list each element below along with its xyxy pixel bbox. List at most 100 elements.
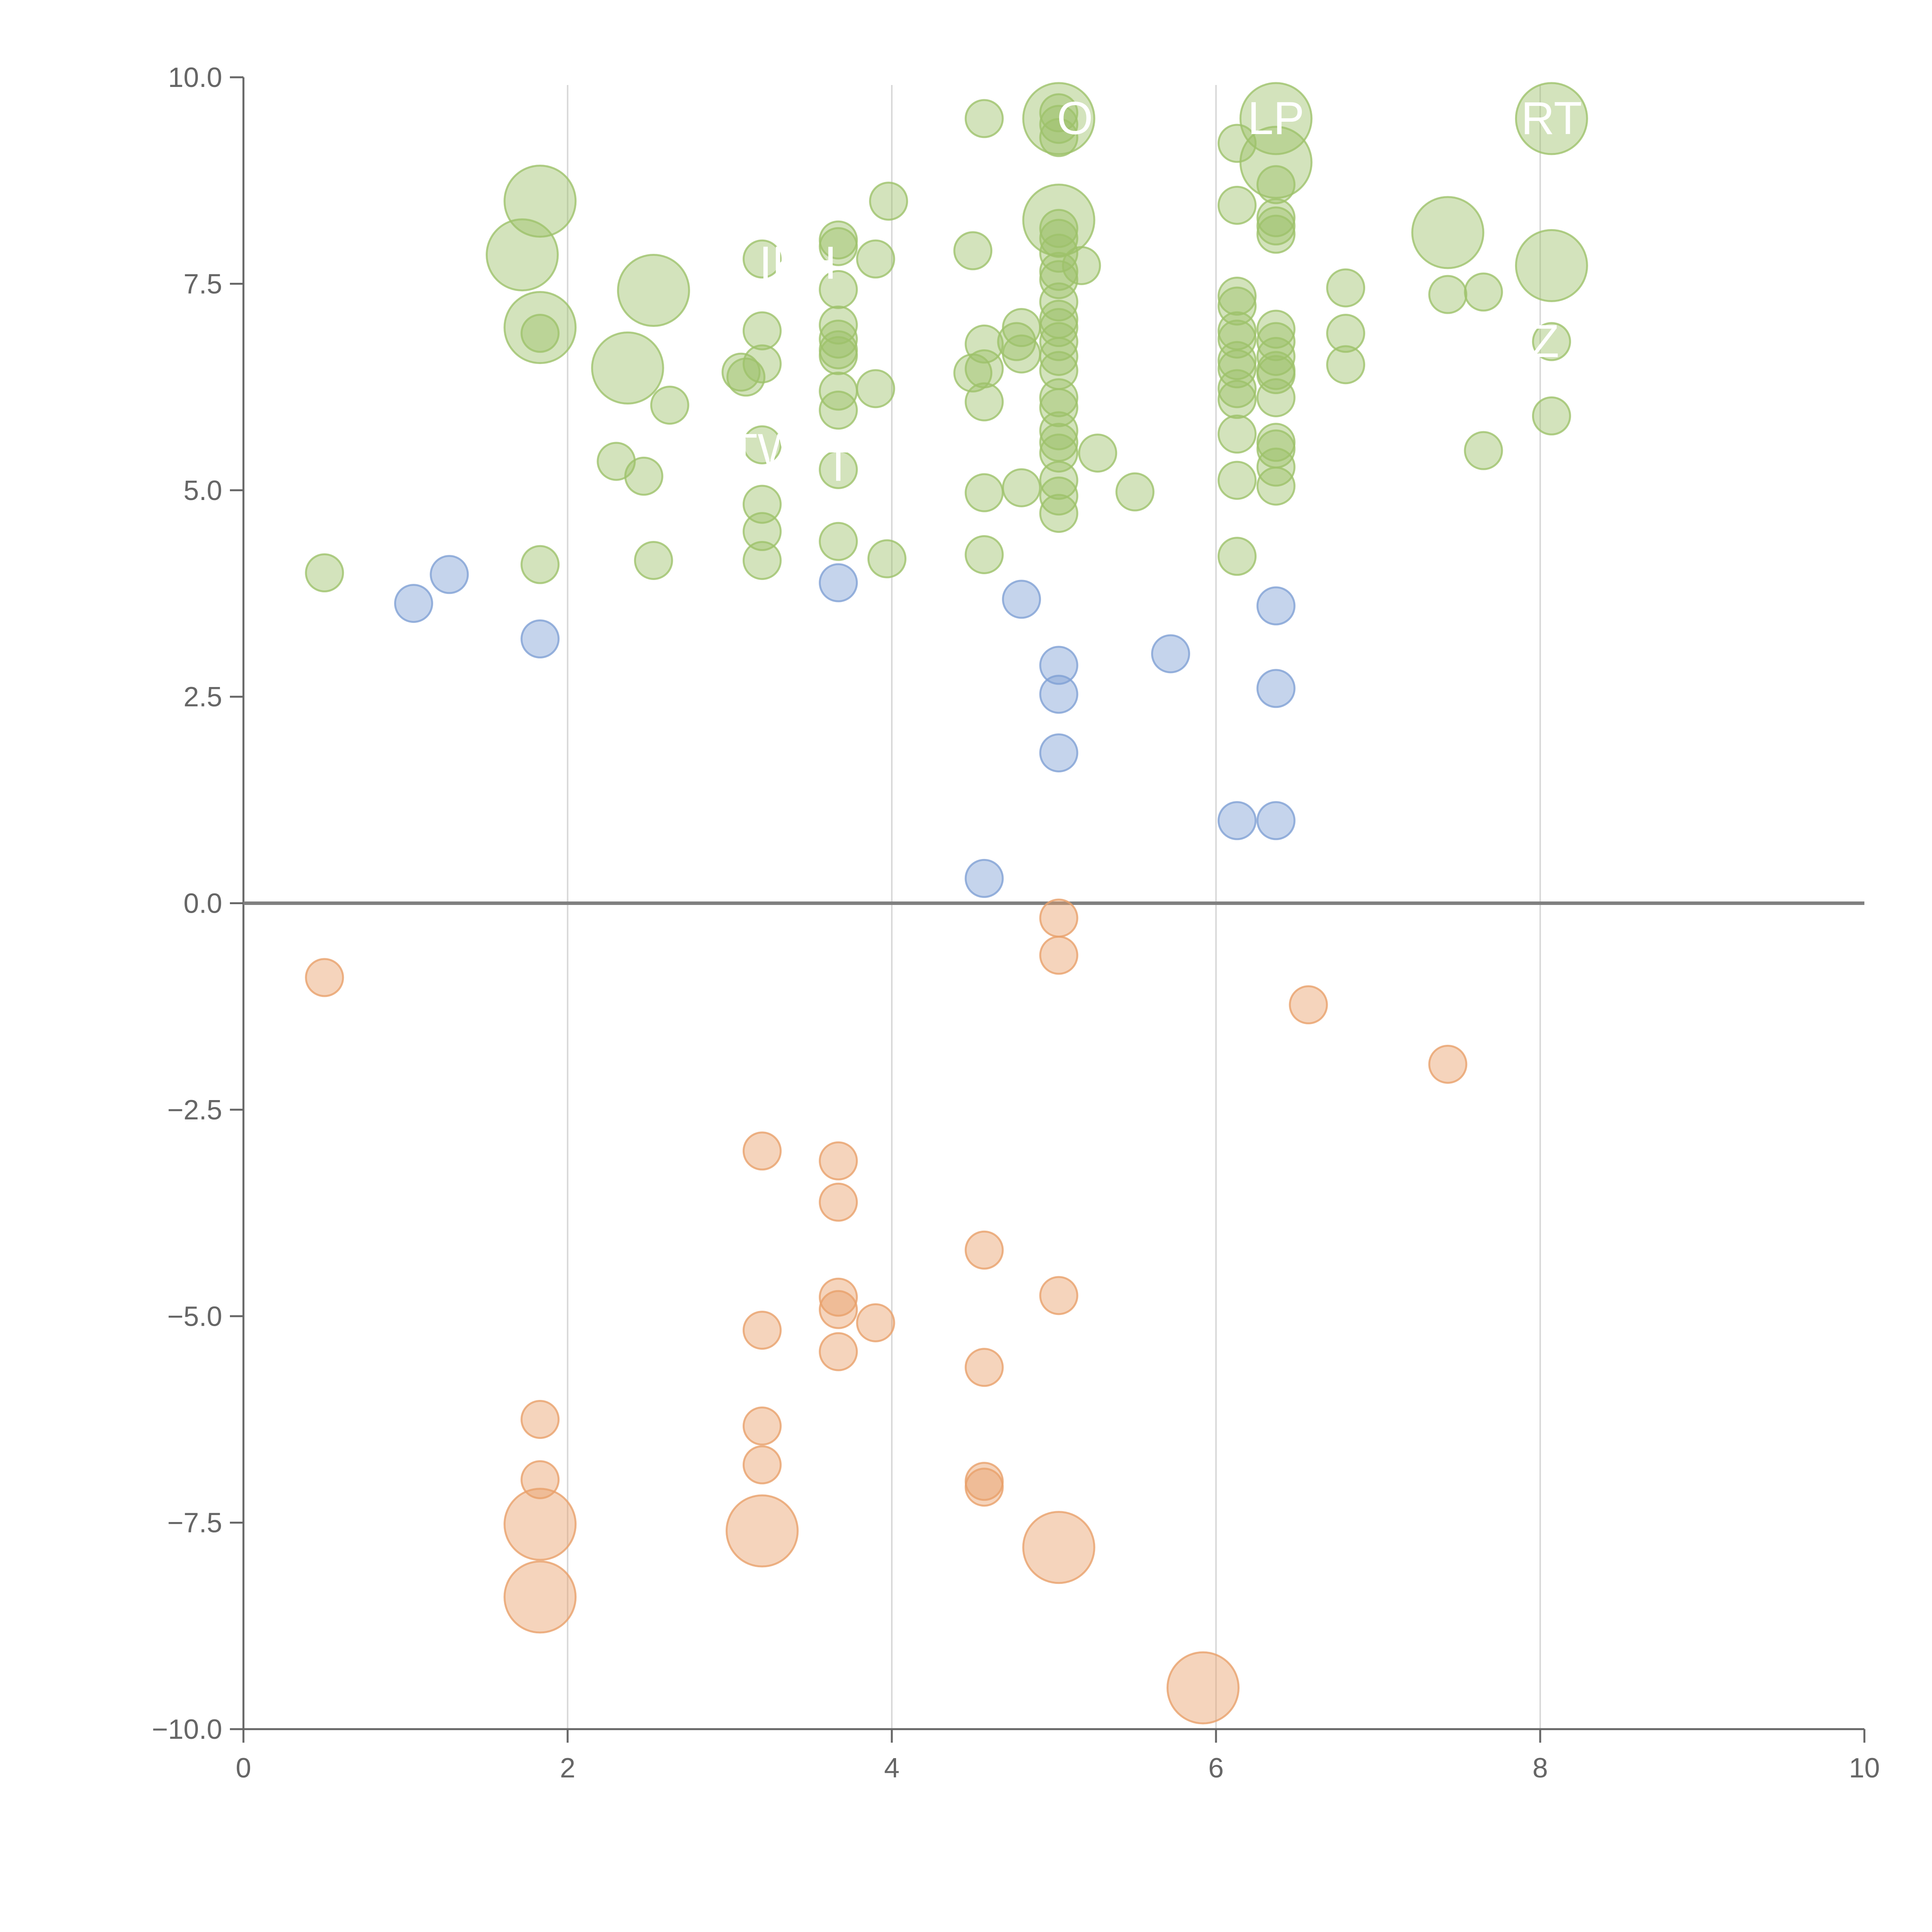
x-tick-label: 4 (884, 1753, 900, 1784)
data-point-high (1256, 355, 1296, 394)
data-point-high (1218, 414, 1257, 454)
data-point-high (1039, 434, 1078, 473)
data-point-high (953, 231, 993, 270)
data-point-high (1464, 431, 1503, 470)
data-point-high (742, 311, 782, 350)
data-point-high (305, 553, 344, 592)
data-point-high (1002, 468, 1041, 507)
data-point-high (1115, 472, 1155, 512)
data-point-high (1256, 206, 1296, 246)
data-point-low (819, 1277, 858, 1317)
data-point-high (1039, 494, 1078, 533)
data-point-low (742, 1445, 782, 1485)
data-point-high (819, 270, 858, 309)
annotation-label: Z (1531, 315, 1559, 367)
data-point-high (634, 541, 673, 580)
data-point-high (964, 349, 1004, 389)
annotation-label: RT (1521, 92, 1582, 144)
data-point-mid (520, 619, 560, 658)
data-point-high (1256, 322, 1296, 361)
data-point-high (742, 512, 782, 551)
data-point-high (1326, 268, 1366, 308)
data-point-mid (394, 584, 433, 623)
data-point-high (819, 320, 858, 359)
x-tick-label: 6 (1208, 1753, 1224, 1784)
data-point-high (819, 390, 858, 430)
data-point-high (1062, 246, 1101, 285)
y-tick-label: 7.5 (184, 269, 222, 299)
data-point-high (1532, 322, 1571, 361)
points-layer (305, 82, 1588, 1725)
data-point-low (520, 1400, 560, 1439)
data-point-high (1532, 396, 1571, 435)
data-point-high (1256, 214, 1296, 254)
x-tick-label: 0 (236, 1753, 251, 1784)
data-point-low (1289, 985, 1328, 1024)
data-point-low (503, 1488, 577, 1561)
data-point-high (1256, 310, 1296, 349)
data-point-high (1039, 388, 1078, 427)
data-point-high (1039, 337, 1078, 376)
data-point-low (1039, 1276, 1078, 1315)
data-point-high (1039, 461, 1078, 500)
data-point-high (1218, 461, 1257, 500)
data-point-high (964, 535, 1004, 574)
y-tick-label: 2.5 (184, 682, 222, 713)
data-point-high (742, 425, 782, 464)
annotation-label: O (1057, 92, 1093, 144)
data-point-high (819, 336, 858, 375)
data-point-low (819, 1141, 858, 1180)
data-point-high (867, 539, 906, 578)
data-point-high (486, 218, 559, 292)
data-point-high (1464, 272, 1503, 312)
data-point-high (650, 386, 689, 425)
annotation-label: IKH (759, 237, 837, 289)
data-point-high (1039, 322, 1078, 361)
data-point-high (1218, 537, 1257, 576)
data-point-low (819, 1182, 858, 1222)
data-point-high (1039, 476, 1078, 516)
data-point-low (742, 1311, 782, 1350)
data-point-high (742, 541, 782, 580)
data-point-low (964, 1230, 1004, 1270)
data-point-mid (1151, 634, 1190, 673)
data-point-high (1428, 275, 1468, 314)
data-point-mid (819, 563, 858, 602)
data-point-high (869, 182, 908, 221)
annotation-layer: IKH TW T O LP RT Z (730, 92, 1582, 491)
data-point-high (1039, 260, 1078, 299)
data-point-high (1256, 165, 1296, 204)
data-point-mid (1039, 675, 1078, 714)
data-point-high (1256, 466, 1296, 506)
data-point-high (856, 239, 895, 279)
data-point-high (1039, 105, 1078, 144)
annotation-label: TW (730, 424, 802, 476)
annotation-label: LP (1248, 92, 1304, 144)
data-point-high (742, 344, 782, 384)
data-point-high (624, 456, 663, 496)
data-point-high (742, 485, 782, 524)
data-point-mid (1039, 646, 1078, 685)
data-point-high (591, 331, 664, 405)
data-point-low (856, 1303, 895, 1342)
data-point-high (1515, 229, 1588, 302)
data-point-high (1411, 196, 1485, 269)
data-point-high (721, 352, 761, 392)
data-point-low (503, 1560, 577, 1634)
data-point-mid (1256, 586, 1296, 626)
data-point-high (1256, 198, 1296, 237)
data-point-high (520, 545, 560, 584)
data-point-high (819, 450, 858, 489)
data-point-low (1039, 935, 1078, 975)
data-point-high (617, 253, 690, 327)
data-point-mid (430, 555, 469, 594)
data-point-high (1218, 380, 1257, 419)
data-point-low (520, 1460, 560, 1499)
annotation-label: T (824, 439, 852, 491)
y-tick-label: 5.0 (184, 475, 222, 506)
y-tick-label: 0.0 (184, 888, 222, 919)
y-tick-label: 10.0 (168, 62, 222, 93)
data-point-low (964, 1348, 1004, 1387)
data-point-high (1326, 314, 1366, 353)
